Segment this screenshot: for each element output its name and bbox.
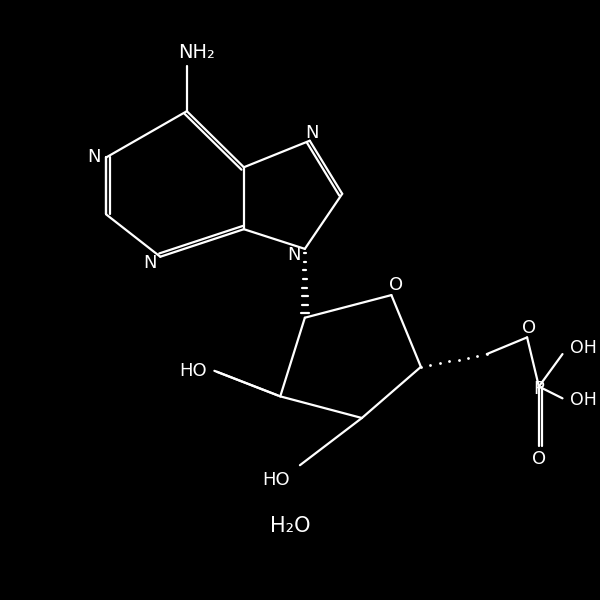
Text: N: N	[143, 254, 157, 272]
Text: O: O	[532, 451, 546, 469]
Text: NH₂: NH₂	[178, 43, 215, 62]
Text: O: O	[522, 319, 536, 337]
Text: HO: HO	[262, 471, 290, 489]
Text: N: N	[87, 148, 100, 166]
Text: N: N	[305, 124, 319, 142]
Text: P: P	[533, 380, 544, 398]
Text: N: N	[287, 246, 301, 264]
Text: HO: HO	[179, 362, 206, 380]
Text: OH: OH	[571, 391, 597, 409]
Text: OH: OH	[571, 339, 597, 357]
Text: H₂O: H₂O	[270, 516, 310, 536]
Text: O: O	[389, 276, 403, 294]
